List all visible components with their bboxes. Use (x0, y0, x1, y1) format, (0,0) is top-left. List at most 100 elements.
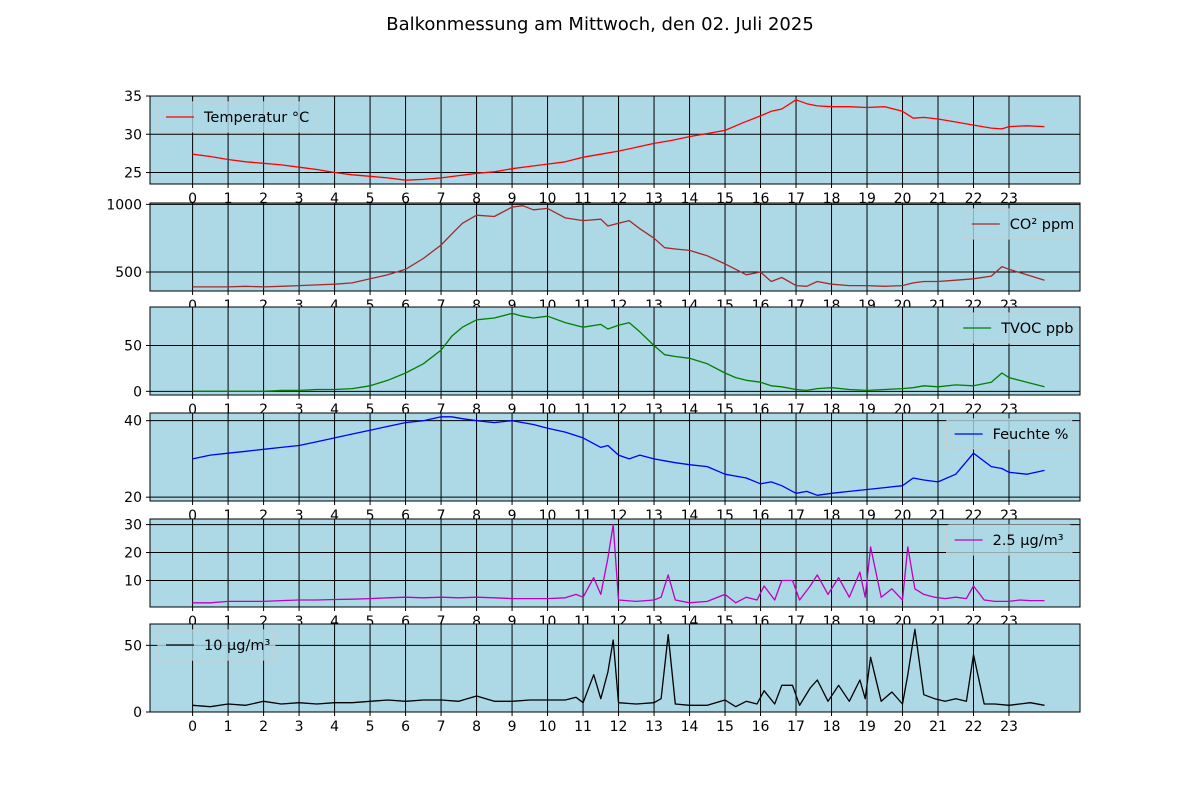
x-tick-label: 2 (259, 298, 268, 314)
x-tick-label: 7 (437, 402, 446, 418)
x-tick-label: 4 (330, 298, 339, 314)
legend-box (157, 101, 319, 133)
plot-area (150, 307, 1080, 395)
x-tick-label: 0 (188, 191, 197, 207)
x-tick-label: 9 (508, 614, 517, 630)
x-tick-label: 8 (472, 508, 481, 524)
y-tick-label: 20 (124, 546, 142, 562)
x-tick-label: 6 (401, 508, 410, 524)
y-tick-label: 500 (115, 265, 142, 281)
y-tick-label: 0 (133, 384, 142, 400)
panel-5: 0 1 2 3 4 5 6 7 8 9 10 11 12 13 14 15 16 17 18 19 20 21 22 2310… (124, 518, 1081, 630)
x-tick-label: 8 (472, 191, 481, 207)
x-tick-label: 5 (366, 719, 375, 735)
x-tick-label: 6 (401, 191, 410, 207)
x-tick-label: 14 (681, 719, 699, 735)
x-tick-label: 8 (472, 298, 481, 314)
x-tick-label: 4 (330, 402, 339, 418)
panel-1: 0 1 2 3 4 5 6 7 8 9 10 11 12 13 14 15 16 17 18 19 20 21 22 2325… (124, 89, 1081, 207)
x-tick-label: 6 (401, 614, 410, 630)
legend-box (963, 208, 1073, 240)
x-tick-label: 9 (508, 298, 517, 314)
x-tick-label: 1 (224, 614, 233, 630)
x-tick-label: 8 (472, 402, 481, 418)
plot-area (150, 519, 1080, 607)
x-tick-label: 3 (295, 719, 304, 735)
legend: 10 µg/m³ (157, 629, 276, 661)
legend: Temperatur °C (157, 101, 319, 133)
x-tick-label: 11 (574, 719, 592, 735)
x-tick-label: 3 (295, 298, 304, 314)
x-tick-label: 22 (965, 719, 983, 735)
legend-label: 2.5 µg/m³ (993, 533, 1064, 549)
y-tick-label: 30 (124, 127, 142, 143)
axes-frame (149, 202, 1081, 292)
series-line-co-ppm (192, 205, 1045, 288)
x-tick-label: 3 (295, 191, 304, 207)
legend: CO² ppm (963, 208, 1075, 240)
x-tick-label: 8 (472, 614, 481, 630)
x-tick-label: 6 (401, 298, 410, 314)
x-tick-label: 9 (508, 191, 517, 207)
x-tick-label: 4 (330, 719, 339, 735)
legend-box (946, 524, 1073, 556)
legend-label: 10 µg/m³ (204, 638, 270, 654)
x-tick-label: 18 (823, 719, 841, 735)
x-tick-label: 4 (330, 508, 339, 524)
legend-label: Feuchte % (993, 427, 1069, 443)
x-tick-label: 2 (259, 402, 268, 418)
axes-frame (149, 623, 1081, 713)
legend: Feuchte % (946, 418, 1073, 450)
plot-area (150, 203, 1080, 291)
x-tick-label: 0 (188, 614, 197, 630)
x-tick-label: 1 (224, 508, 233, 524)
axes-frame (149, 518, 1081, 608)
x-tick-label: 20 (894, 719, 912, 735)
legend-label: TVOC ppb (1000, 321, 1073, 337)
series-line-2-5-g-m (192, 523, 1045, 604)
series-line-tvoc-ppb (192, 312, 1045, 392)
x-tick-label: 13 (645, 719, 663, 735)
x-tick-label: 12 (610, 719, 628, 735)
x-tick-label: 5 (366, 614, 375, 630)
series-line-temperatur-c (192, 99, 1045, 181)
legend-box (946, 418, 1073, 450)
x-tick-label: 21 (929, 719, 947, 735)
x-tick-label: 16 (752, 719, 770, 735)
y-tick-label: 35 (124, 89, 142, 105)
x-tick-label: 2 (259, 508, 268, 524)
series-line-10-g-m (192, 628, 1045, 708)
axes-frame (149, 412, 1081, 502)
plot-area (150, 413, 1080, 501)
y-tick-label: 0 (133, 705, 142, 721)
series-line-feuchte (192, 416, 1045, 496)
x-tick-label: 1 (224, 191, 233, 207)
x-tick-label: 5 (366, 191, 375, 207)
x-tick-label: 7 (437, 614, 446, 630)
x-tick-label: 9 (508, 402, 517, 418)
x-tick-label: 0 (188, 402, 197, 418)
panel-4: 0 1 2 3 4 5 6 7 8 9 10 11 12 13 14 15 16 17 18 19 20 21 22 2320… (124, 412, 1081, 524)
x-tick-label: 3 (295, 508, 304, 524)
legend-box (954, 312, 1073, 344)
panel-3: 0 1 2 3 4 5 6 7 8 9 10 11 12 13 14 15 16 17 18 19 20 21 22 2305… (124, 306, 1081, 418)
legend: 2.5 µg/m³ (946, 524, 1073, 556)
legend-label: CO² ppm (1010, 217, 1075, 233)
y-tick-label: 50 (124, 339, 142, 355)
x-tick-label: 0 (188, 719, 197, 735)
x-tick-label: 1 (224, 719, 233, 735)
x-tick-label: 2 (259, 191, 268, 207)
subplot-grid: 0 1 2 3 4 5 6 7 8 9 10 11 12 13 14 15 16 17 18 19 20 21 22 2325… (106, 89, 1081, 735)
x-tick-label: 15 (716, 719, 734, 735)
x-tick-label: 4 (330, 191, 339, 207)
y-tick-label: 25 (124, 166, 142, 182)
y-tick-label: 10 (124, 573, 142, 589)
y-tick-label: 30 (124, 518, 142, 534)
x-tick-label: 7 (437, 508, 446, 524)
x-tick-label: 9 (508, 508, 517, 524)
x-tick-label: 2 (259, 719, 268, 735)
axes-frame (149, 95, 1081, 185)
x-tick-label: 3 (295, 402, 304, 418)
panel-2: 0 1 2 3 4 5 6 7 8 9 10 11 12 13 14 15 16 17 18 19 20 21 22 2350… (106, 197, 1081, 314)
